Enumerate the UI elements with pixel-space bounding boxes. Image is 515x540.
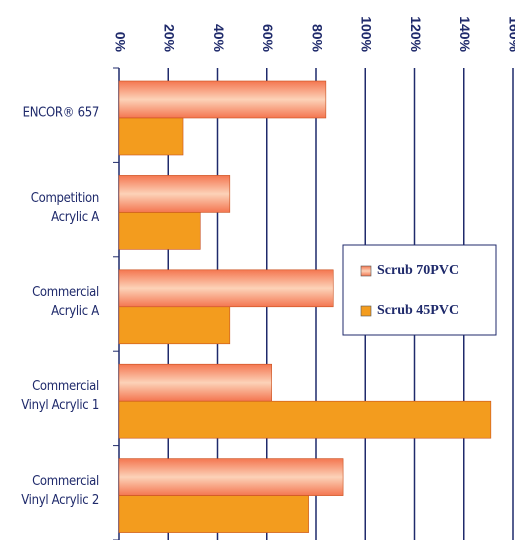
legend-box [342, 244, 497, 336]
bar [118, 175, 231, 213]
category-label: Commercial Acrylic A [32, 285, 99, 319]
category-label: Competition Acrylic A [30, 190, 100, 225]
bar [118, 269, 334, 308]
x-tick-label: 40% [211, 24, 227, 53]
bar [118, 117, 184, 156]
bar [118, 212, 201, 250]
legend-swatch [360, 305, 372, 317]
category-label: ENCOR® 657 [22, 105, 100, 121]
x-tick-label: 20% [162, 24, 178, 53]
legend-label: Scrub 45PVC [377, 303, 459, 318]
bar [118, 363, 272, 402]
bar [118, 80, 327, 119]
x-tick-label: 60% [260, 24, 276, 53]
x-tick-label: 120% [408, 16, 424, 52]
x-tick-label: 100% [359, 16, 375, 52]
legend: Scrub 70PVC Scrub 45PVC [342, 244, 497, 336]
legend-swatch [360, 265, 372, 277]
x-tick-label: 0% [112, 32, 128, 53]
x-tick-label: 80% [309, 24, 325, 53]
bar [118, 495, 309, 533]
bar [118, 400, 492, 439]
x-tick-label: 140% [457, 16, 473, 52]
bar [118, 458, 344, 496]
x-tick-label: 160% [506, 16, 515, 52]
category-label: Commercial Vinyl Acrylic 1 [21, 379, 99, 414]
legend-label: Scrub 70PVC [377, 263, 459, 278]
bar [118, 306, 231, 345]
category-label: Commercial Vinyl Acrylic 2 [21, 473, 99, 508]
